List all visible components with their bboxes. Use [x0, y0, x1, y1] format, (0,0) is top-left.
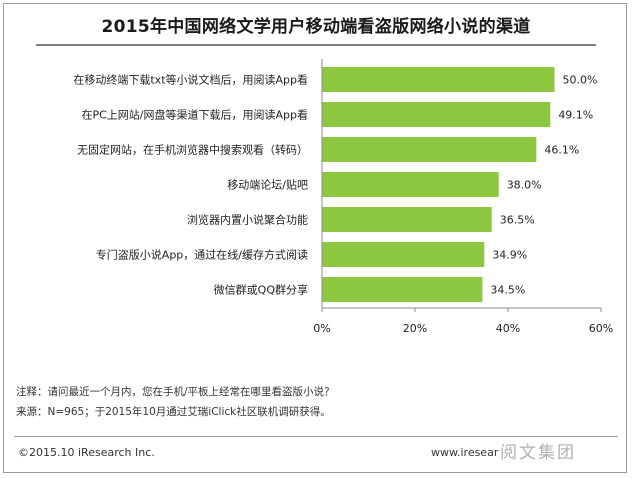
- website-text: www.iresear: [431, 446, 499, 459]
- value-label: 34.9%: [492, 249, 527, 262]
- footer-divider: [14, 436, 618, 437]
- title-divider: [36, 44, 596, 46]
- chart-title: 2015年中国网络文学用户移动端看盗版网络小说的渠道: [101, 17, 531, 37]
- category-label: 专门盗版小说App，通过在线/缓存方式阅读: [96, 248, 308, 262]
- category-label: 微信群或QQ群分享: [214, 283, 308, 297]
- value-label: 49.1%: [558, 109, 593, 122]
- x-tick-label: 40%: [496, 322, 520, 335]
- category-label: 无固定网站，在手机浏览器中搜索观看（转码）: [77, 143, 308, 157]
- value-label: 46.1%: [544, 144, 579, 157]
- x-tick-label: 0%: [313, 322, 330, 335]
- value-label: 50.0%: [563, 74, 598, 87]
- category-label: 移动端论坛/贴吧: [227, 178, 308, 192]
- bar: [322, 172, 499, 197]
- category-label: 在PC上网站/网盘等渠道下载后，用阅读App看: [81, 108, 308, 122]
- bar: [322, 102, 551, 127]
- value-label: 34.5%: [490, 284, 525, 297]
- value-label: 36.5%: [500, 214, 535, 227]
- watermark-text: 阅文集团: [500, 443, 576, 463]
- source-note: 来源：N=965；于2015年10月通过艾瑞iClick社区联机调研获得。: [16, 406, 331, 418]
- bar: [322, 67, 555, 92]
- value-label: 38.0%: [507, 179, 542, 192]
- bar: [322, 207, 492, 232]
- category-label: 浏览器内置小说聚合功能: [187, 213, 308, 227]
- bar: [322, 137, 537, 162]
- bar: [322, 277, 483, 302]
- bar: [322, 242, 485, 267]
- survey-note: 注释：请问最近一个月内，您在手机/平板上经常在哪里看盗版小说？: [16, 386, 335, 398]
- copyright-text: ©2015.10 iResearch Inc.: [18, 446, 155, 459]
- category-label: 在移动终端下载txt等小说文档后，用阅读App看: [73, 73, 308, 87]
- x-tick-label: 20%: [403, 322, 427, 335]
- x-tick-label: 60%: [589, 322, 613, 335]
